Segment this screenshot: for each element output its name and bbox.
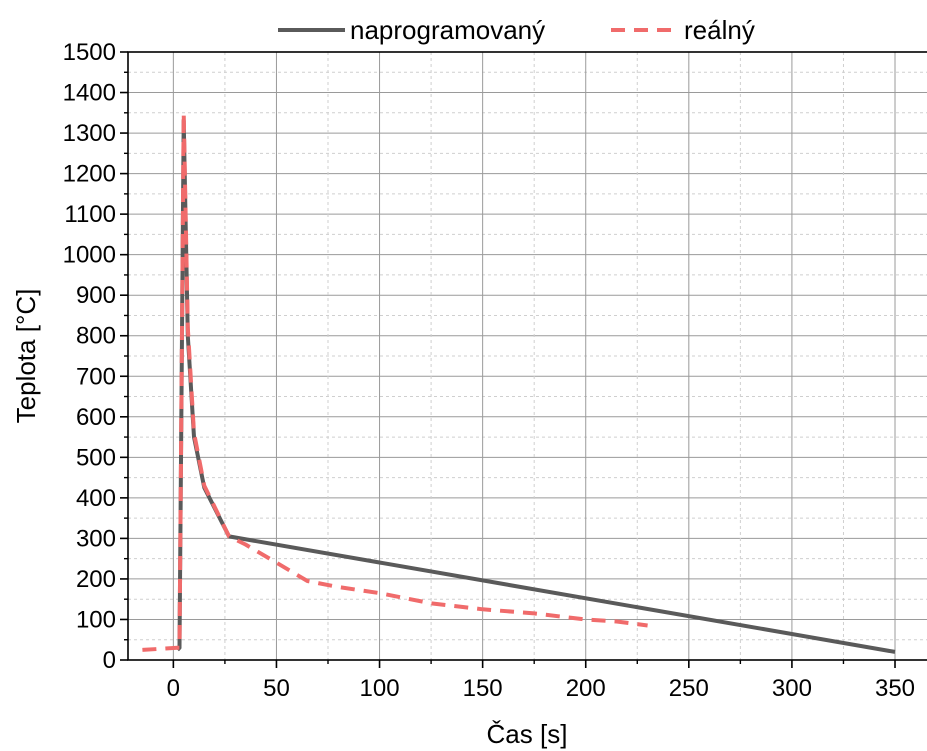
y-tick-label: 200 [76, 566, 116, 593]
x-tick-label: 350 [875, 675, 915, 702]
legend-label-realny: reálný [684, 15, 755, 45]
y-axis-title: Teplota [°C] [11, 289, 41, 424]
y-tick-label: 1500 [63, 39, 116, 66]
series-line-1 [142, 110, 648, 652]
y-tick-label: 1000 [63, 242, 116, 269]
y-tick-label: 0 [103, 647, 116, 674]
x-tick-label: 250 [669, 675, 709, 702]
y-tick-label: 1300 [63, 120, 116, 147]
y-tick-label: 300 [76, 525, 116, 552]
y-tick-label: 700 [76, 363, 116, 390]
y-tick-label: 900 [76, 282, 116, 309]
legend: naprogramovaný reálný [278, 15, 755, 45]
axes: 0100200300400500600700800900100011001200… [63, 39, 915, 702]
grid [128, 52, 927, 660]
y-tick-label: 800 [76, 323, 116, 350]
y-tick-label: 1200 [63, 161, 116, 188]
y-tick-label: 500 [76, 444, 116, 471]
x-tick-label: 100 [360, 675, 400, 702]
y-tick-label: 600 [76, 404, 116, 431]
legend-label-naprogramovany: naprogramovaný [350, 15, 545, 45]
x-tick-label: 200 [566, 675, 606, 702]
x-tick-label: 300 [772, 675, 812, 702]
x-axis-title: Čas [s] [487, 719, 568, 749]
y-tick-label: 100 [76, 606, 116, 633]
x-tick-label: 50 [263, 675, 290, 702]
x-tick-label: 150 [463, 675, 503, 702]
y-tick-label: 1400 [63, 80, 116, 107]
series-layer [142, 110, 896, 654]
x-tick-label: 0 [167, 675, 180, 702]
y-tick-label: 400 [76, 485, 116, 512]
y-tick-label: 1100 [64, 201, 116, 228]
